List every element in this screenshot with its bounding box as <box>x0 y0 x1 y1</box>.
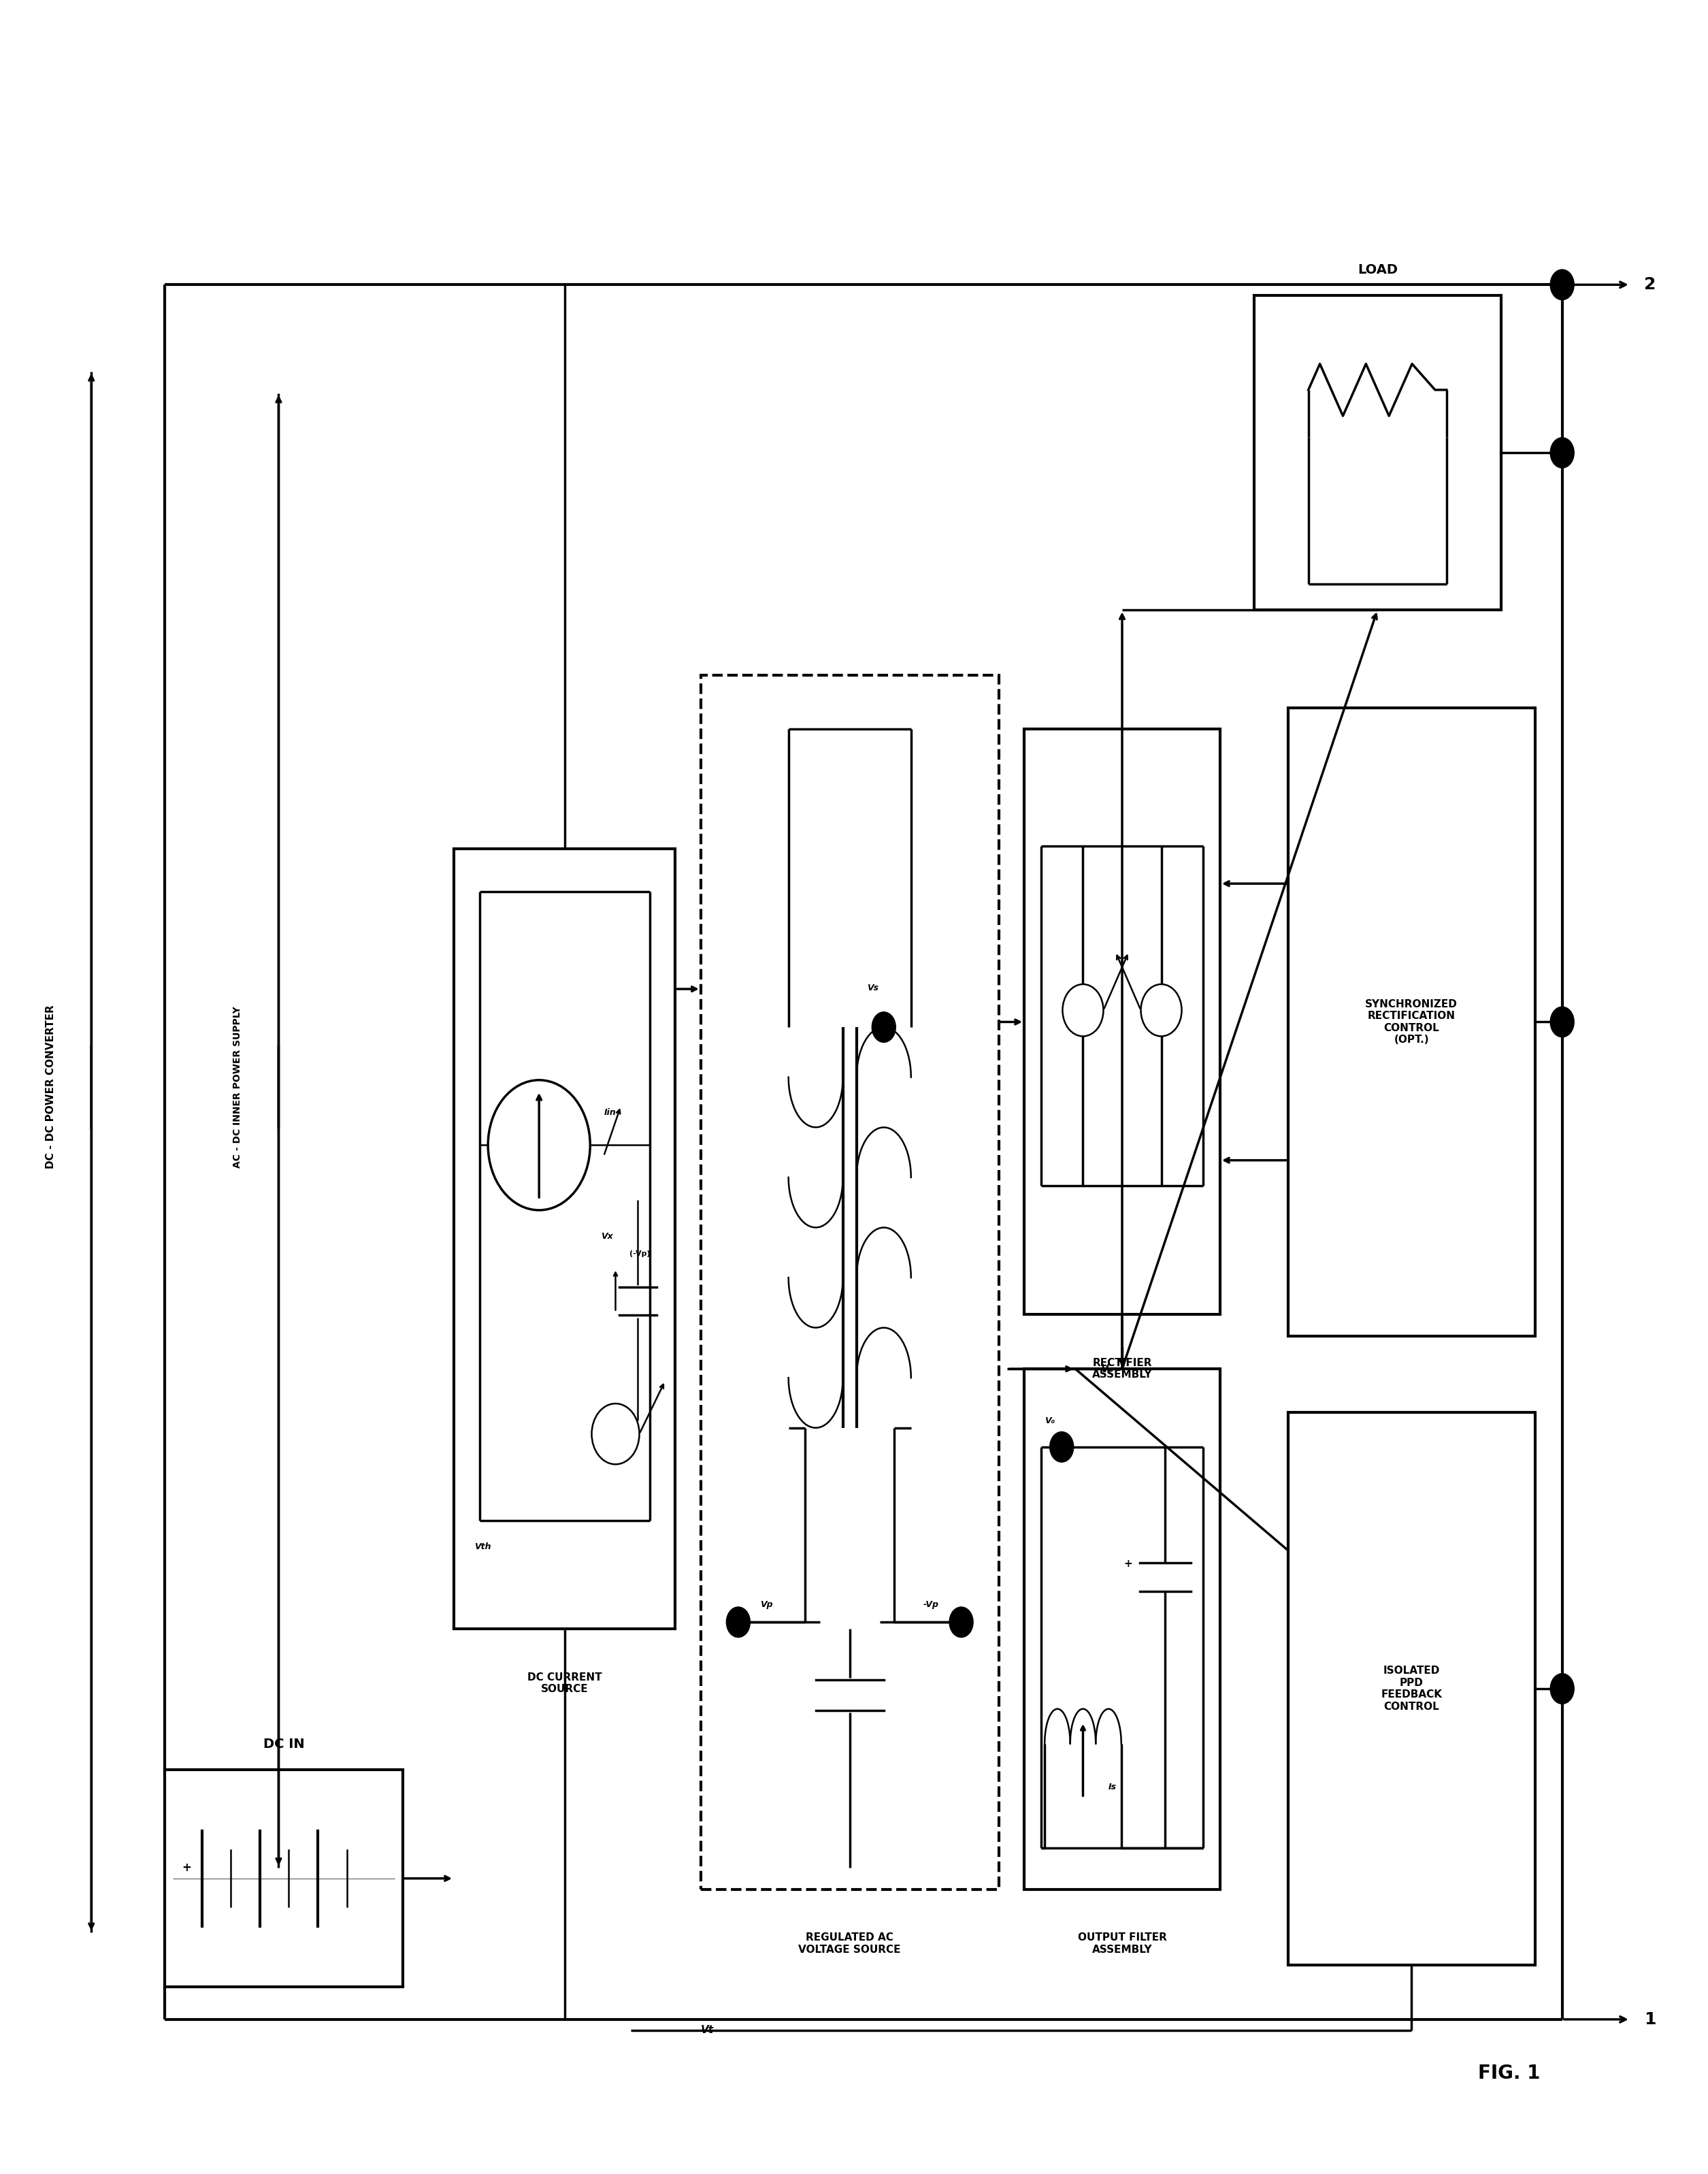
Text: SYNCHRONIZED
RECTIFICATION
CONTROL
(OPT.): SYNCHRONIZED RECTIFICATION CONTROL (OPT.… <box>1365 1000 1457 1046</box>
Text: OUTPUT FILTER
ASSEMBLY: OUTPUT FILTER ASSEMBLY <box>1078 1933 1167 1954</box>
Text: 2: 2 <box>1643 276 1655 293</box>
Bar <box>1025 728 1220 1315</box>
Circle shape <box>726 1607 750 1637</box>
Text: V₀: V₀ <box>1102 1363 1114 1374</box>
Bar <box>164 1770 403 1987</box>
Text: V₀: V₀ <box>1045 1417 1056 1426</box>
Circle shape <box>950 1607 974 1637</box>
Circle shape <box>1551 437 1575 467</box>
Circle shape <box>591 1404 639 1465</box>
Text: Is: Is <box>1108 1783 1117 1791</box>
Text: ISOLATED
PPD
FEEDBACK
CONTROL: ISOLATED PPD FEEDBACK CONTROL <box>1380 1665 1442 1711</box>
Text: Iin: Iin <box>603 1109 617 1117</box>
Circle shape <box>1141 985 1182 1037</box>
Text: +: + <box>1124 1559 1132 1570</box>
Circle shape <box>1551 1007 1575 1037</box>
Bar <box>700 674 999 1889</box>
Text: LOAD: LOAD <box>1358 263 1397 276</box>
Circle shape <box>1551 1674 1575 1704</box>
Text: DC IN: DC IN <box>263 1737 304 1750</box>
Bar <box>454 848 675 1628</box>
Text: DC CURRENT
SOURCE: DC CURRENT SOURCE <box>528 1672 601 1694</box>
Circle shape <box>871 1011 895 1041</box>
Text: Vth: Vth <box>475 1541 492 1550</box>
Text: RECTIFIER
ASSEMBLY: RECTIFIER ASSEMBLY <box>1091 1359 1153 1380</box>
Circle shape <box>1062 985 1103 1037</box>
Text: Vx: Vx <box>601 1233 613 1241</box>
Text: Vp: Vp <box>760 1600 774 1609</box>
Text: Vt: Vt <box>700 2026 714 2035</box>
Bar <box>1288 1413 1535 1965</box>
Text: Vs: Vs <box>866 983 878 994</box>
Circle shape <box>1551 270 1575 300</box>
Text: AC - DC INNER POWER SUPPLY: AC - DC INNER POWER SUPPLY <box>232 1007 243 1167</box>
Circle shape <box>488 1080 591 1211</box>
Text: DC - DC POWER CONVERTER: DC - DC POWER CONVERTER <box>46 1004 56 1170</box>
Bar <box>1254 296 1501 611</box>
Text: FIG. 1: FIG. 1 <box>1479 2063 1541 2083</box>
Text: REGULATED AC
VOLTAGE SOURCE: REGULATED AC VOLTAGE SOURCE <box>799 1933 900 1954</box>
Bar <box>1288 707 1535 1337</box>
Circle shape <box>1050 1433 1074 1463</box>
Text: (-Vp): (-Vp) <box>629 1250 651 1257</box>
Text: 1: 1 <box>1643 2011 1655 2028</box>
Text: +: + <box>181 1861 191 1874</box>
Text: -Vp: -Vp <box>924 1600 939 1609</box>
Bar <box>1025 1370 1220 1889</box>
